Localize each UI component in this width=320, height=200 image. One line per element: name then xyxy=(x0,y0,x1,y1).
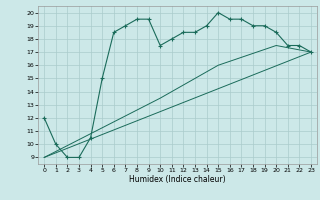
X-axis label: Humidex (Indice chaleur): Humidex (Indice chaleur) xyxy=(129,175,226,184)
